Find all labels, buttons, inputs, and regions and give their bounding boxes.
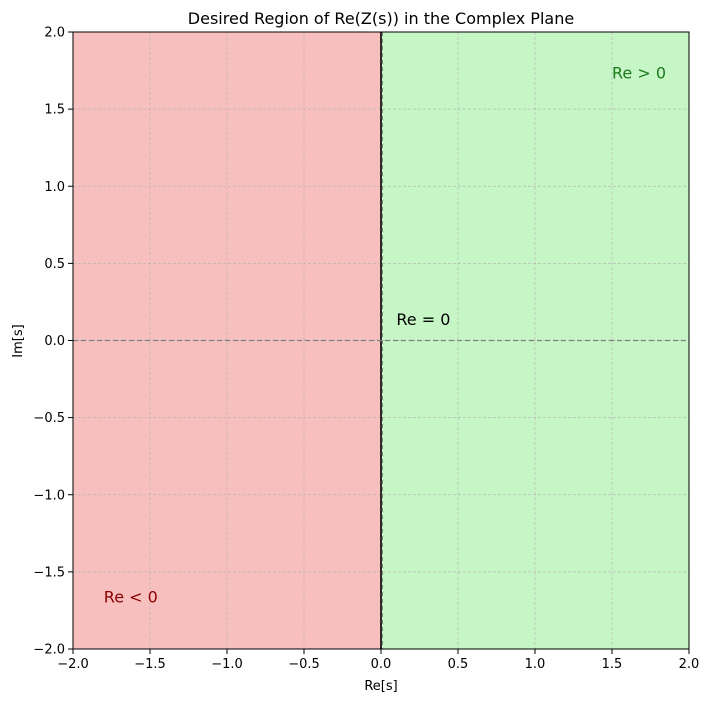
y-axis-label: Im[s] [11, 324, 26, 357]
y-tick-label: 0.5 [44, 257, 65, 272]
y-tick-label: 2.0 [44, 26, 65, 41]
x-tick-label: −1.0 [211, 657, 243, 672]
region-annotation-1: Re = 0 [396, 310, 450, 329]
y-tick-label: 0.0 [44, 334, 65, 349]
y-tick-label: −1.5 [33, 565, 65, 580]
region-annotation-2: Re < 0 [104, 588, 158, 607]
x-tick-label: −0.5 [288, 657, 320, 672]
x-tick-label: 0.5 [448, 657, 469, 672]
chart-title: Desired Region of Re(Z(s)) in the Comple… [188, 9, 574, 28]
region-annotation-0: Re > 0 [612, 63, 666, 82]
x-tick-label: −1.5 [134, 657, 166, 672]
y-tick-label: −2.0 [33, 643, 65, 658]
y-tick-label: −1.0 [33, 488, 65, 503]
x-tick-label: 1.5 [602, 657, 623, 672]
x-axis-label: Re[s] [364, 679, 397, 694]
y-tick-label: 1.5 [44, 103, 65, 118]
y-tick-label: −0.5 [33, 411, 65, 426]
x-tick-label: 2.0 [679, 657, 700, 672]
x-tick-label: −2.0 [57, 657, 89, 672]
x-tick-label: 1.0 [525, 657, 546, 672]
y-tick-label: 1.0 [44, 180, 65, 195]
x-tick-label: 0.0 [371, 657, 392, 672]
